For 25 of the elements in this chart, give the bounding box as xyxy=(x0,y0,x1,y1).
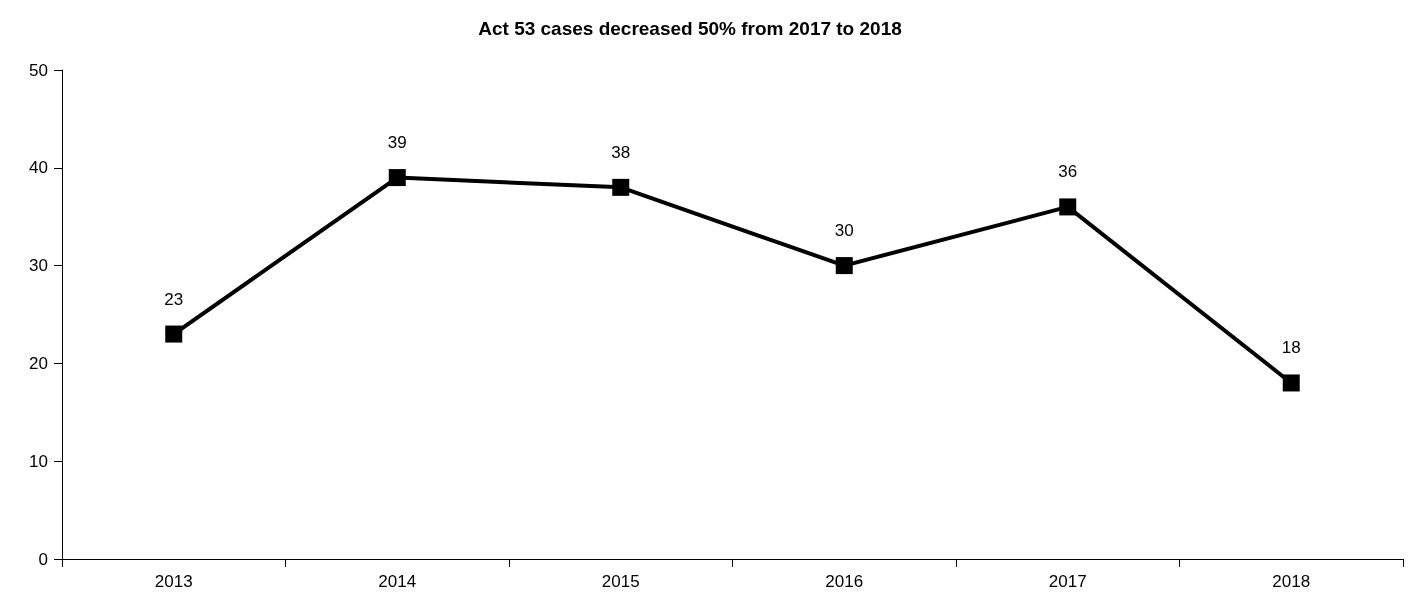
y-tick-label: 50 xyxy=(29,60,48,80)
x-tick-label: 2015 xyxy=(601,572,640,591)
data-label: 30 xyxy=(834,221,854,241)
x-tick-label: 2018 xyxy=(1272,572,1311,591)
point xyxy=(612,178,630,196)
y-tick-label: 40 xyxy=(29,158,48,178)
data-label: 38 xyxy=(611,142,631,162)
y-tick-label: 20 xyxy=(29,353,48,373)
point xyxy=(1059,198,1077,216)
y-tick-label: 10 xyxy=(29,451,48,471)
point xyxy=(1282,374,1300,392)
point xyxy=(165,325,183,343)
point xyxy=(835,257,853,275)
x-tick-label: 2017 xyxy=(1048,572,1087,591)
data-label: 23 xyxy=(164,289,184,309)
data-label: 36 xyxy=(1058,162,1078,182)
y-tick-label: 0 xyxy=(38,549,48,569)
x-tick-label: 2014 xyxy=(378,572,417,591)
point xyxy=(388,169,406,187)
x-tick-label: 2013 xyxy=(154,572,193,591)
x-tick-label: 2016 xyxy=(825,572,864,591)
data-label: 39 xyxy=(387,133,407,153)
chart-title: Act 53 cases decreased 50% from 2017 to 2018 xyxy=(478,18,902,39)
data-label: 18 xyxy=(1281,338,1301,358)
y-tick-label: 30 xyxy=(29,256,48,276)
